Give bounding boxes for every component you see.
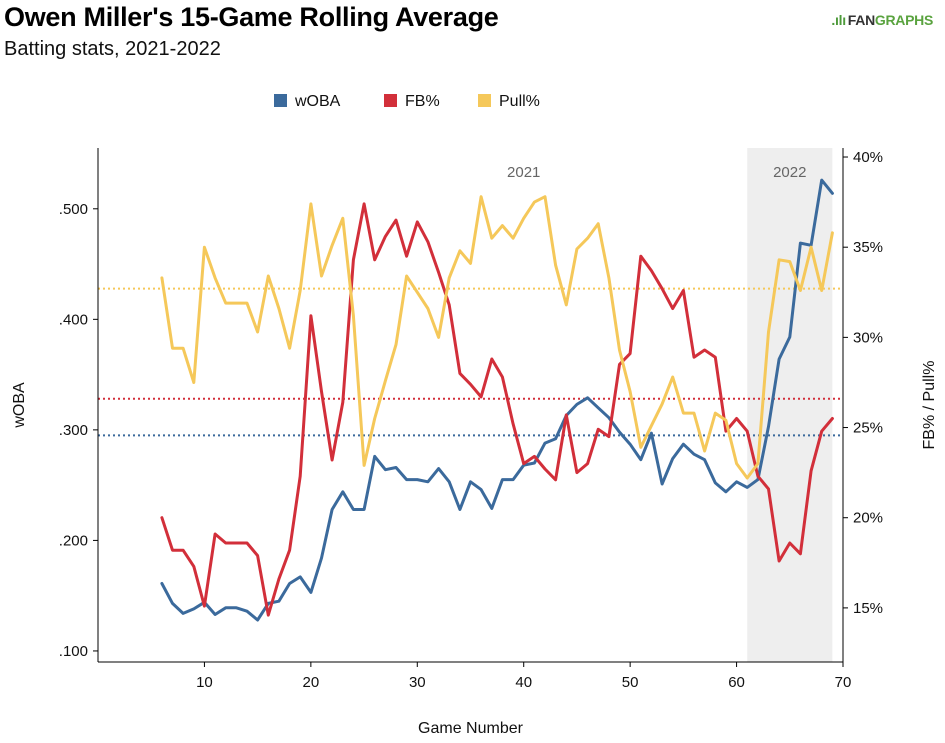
series-line-woba bbox=[160, 178, 834, 622]
y-right-tick-label: 35% bbox=[853, 239, 883, 256]
y-right-tick-label: 25% bbox=[853, 420, 883, 437]
season-label-2021: 2021 bbox=[507, 164, 540, 181]
series-line-fb-pct bbox=[160, 202, 834, 617]
season-label-2022: 2022 bbox=[773, 164, 806, 181]
y-left-tick-label: .400 bbox=[59, 311, 88, 328]
chart-subtitle: Batting stats, 2021-2022 bbox=[4, 38, 221, 60]
y-right-tick-label: 30% bbox=[853, 329, 883, 346]
fangraphs-logo[interactable]: .ılı FANGRAPHS bbox=[831, 12, 933, 28]
season-labels: 2021 2022 bbox=[507, 164, 806, 181]
x-tick-label: 70 bbox=[835, 674, 852, 691]
season-shading bbox=[747, 148, 833, 662]
y-left-tick-label: .500 bbox=[59, 201, 88, 218]
axes: 10 20 30 40 50 60 70 .100 .200 .300 .400 .500 15% 20%… bbox=[11, 148, 938, 737]
series-lines bbox=[160, 178, 834, 622]
legend-label-woba: wOBA bbox=[294, 93, 341, 110]
fangraphs-logo-icon: .ılı bbox=[831, 12, 846, 28]
x-tick-label: 30 bbox=[409, 674, 426, 691]
legend-swatch-woba bbox=[274, 94, 287, 107]
y-left-tick-label: .100 bbox=[59, 643, 88, 660]
x-tick-label: 50 bbox=[622, 674, 639, 691]
y-right-axis-title: FB% / Pull% bbox=[921, 361, 938, 450]
x-tick-label: 20 bbox=[303, 674, 320, 691]
reference-lines bbox=[98, 287, 843, 437]
y-left-tick-label: .200 bbox=[59, 532, 88, 549]
x-tick-label: 40 bbox=[515, 674, 532, 691]
season-shade-2022 bbox=[747, 148, 833, 662]
legend-label-fb-pct: FB% bbox=[405, 93, 440, 110]
y-left-axis-title: wOBA bbox=[11, 382, 28, 429]
logo-text-fan: FAN bbox=[847, 12, 875, 28]
legend-swatch-fb-pct bbox=[384, 94, 397, 107]
legend-label-pull-pct: Pull% bbox=[499, 93, 540, 110]
y-right-tick-label: 15% bbox=[853, 600, 883, 617]
legend-swatch-pull-pct bbox=[478, 94, 491, 107]
chart-title: Owen Miller's 15-Game Rolling Average bbox=[4, 2, 499, 32]
x-tick-label: 10 bbox=[196, 674, 213, 691]
y-left-tick-label: .300 bbox=[59, 422, 88, 439]
x-axis-title: Game Number bbox=[418, 720, 524, 737]
y-right-tick-label: 40% bbox=[853, 149, 883, 166]
legend: wOBA FB% Pull% bbox=[274, 93, 540, 110]
logo-text-graphs: GRAPHS bbox=[874, 12, 933, 28]
series-line-pull-pct bbox=[160, 195, 834, 480]
x-tick-label: 60 bbox=[728, 674, 745, 691]
y-right-tick-label: 20% bbox=[853, 510, 883, 527]
